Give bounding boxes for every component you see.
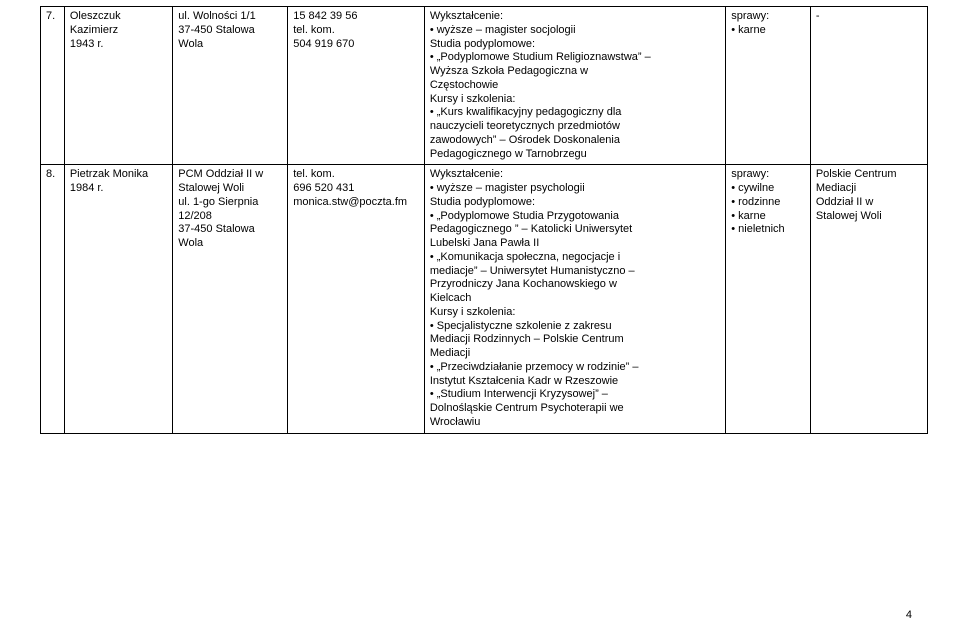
last-line: Oddział II w <box>816 196 922 210</box>
tel-line: 504 919 670 <box>293 38 419 52</box>
table-row: 7. Oleszczuk Kazimierz 1943 r. ul. Wolno… <box>41 7 928 165</box>
name-line: Oleszczuk <box>70 10 167 24</box>
info-heading: Wykształcenie: <box>430 10 720 24</box>
page-number: 4 <box>906 609 912 621</box>
row-number: 8. <box>46 168 59 182</box>
address-line: 12/208 <box>178 210 282 224</box>
info-bullet: • „Podyplomowe Studia Przygotowania <box>430 210 720 224</box>
address-line: ul. 1-go Sierpnia <box>178 196 282 210</box>
info-heading: Kursy i szkolenia: <box>430 306 720 320</box>
info-line: Instytut Kształcenia Kadr w Rzeszowie <box>430 375 720 389</box>
info-line: Wyższa Szkoła Pedagogiczna w <box>430 65 720 79</box>
sprawy-heading: sprawy: <box>731 168 805 182</box>
address-line: Wola <box>178 38 282 52</box>
name-line: 1984 r. <box>70 182 167 196</box>
info-heading: Studia podyplomowe: <box>430 196 720 210</box>
name-line: Pietrzak Monika <box>70 168 167 182</box>
sprawy-bullet: • nieletnich <box>731 223 805 237</box>
cell-address: ul. Wolności 1/1 37-450 Stalowa Wola <box>173 7 288 165</box>
info-bullet: • „Podyplomowe Studium Religioznawstwa” … <box>430 51 720 65</box>
address-line: Wola <box>178 237 282 251</box>
cell-tel: 15 842 39 56 tel. kom. 504 919 670 <box>288 7 425 165</box>
data-table: 7. Oleszczuk Kazimierz 1943 r. ul. Wolno… <box>40 6 928 434</box>
cell-last: - <box>810 7 927 165</box>
info-line: Dolnośląskie Centrum Psychoterapii we <box>430 402 720 416</box>
tel-line: monica.stw@poczta.fm <box>293 196 419 210</box>
sprawy-bullet: • karne <box>731 210 805 224</box>
last-line: - <box>816 10 922 24</box>
info-line: Kielcach <box>430 292 720 306</box>
address-line: ul. Wolności 1/1 <box>178 10 282 24</box>
sprawy-bullet: • cywilne <box>731 182 805 196</box>
cell-sprawy: sprawy: • cywilne • rodzinne • karne • n… <box>726 165 811 433</box>
tel-line: 696 520 431 <box>293 182 419 196</box>
cell-name: Pietrzak Monika 1984 r. <box>64 165 172 433</box>
info-line: Pedagogicznego ” – Katolicki Uniwersytet <box>430 223 720 237</box>
tel-line: tel. kom. <box>293 24 419 38</box>
info-line: Wrocławiu <box>430 416 720 430</box>
info-heading: Studia podyplomowe: <box>430 38 720 52</box>
address-line: Stalowej Woli <box>178 182 282 196</box>
info-heading: Kursy i szkolenia: <box>430 93 720 107</box>
row-number: 7. <box>46 10 59 24</box>
address-line: 37-450 Stalowa <box>178 223 282 237</box>
cell-tel: tel. kom. 696 520 431 monica.stw@poczta.… <box>288 165 425 433</box>
info-line: Częstochowie <box>430 79 720 93</box>
info-bullet: • wyższe – magister socjologii <box>430 24 720 38</box>
cell-address: PCM Oddział II w Stalowej Woli ul. 1-go … <box>173 165 288 433</box>
info-line: Mediacji Rodzinnych – Polskie Centrum <box>430 333 720 347</box>
tel-line: tel. kom. <box>293 168 419 182</box>
sprawy-heading: sprawy: <box>731 10 805 24</box>
info-line: Lubelski Jana Pawła II <box>430 237 720 251</box>
info-line: nauczycieli teoretycznych przedmiotów <box>430 120 720 134</box>
info-bullet: • „Komunikacja społeczna, negocjacje i <box>430 251 720 265</box>
last-line: Polskie Centrum <box>816 168 922 182</box>
name-line: Kazimierz <box>70 24 167 38</box>
info-heading: Wykształcenie: <box>430 168 720 182</box>
sprawy-bullet: • karne <box>731 24 805 38</box>
last-line: Mediacji <box>816 182 922 196</box>
info-line: Przyrodniczy Jana Kochanowskiego w <box>430 278 720 292</box>
cell-name: Oleszczuk Kazimierz 1943 r. <box>64 7 172 165</box>
address-line: 37-450 Stalowa <box>178 24 282 38</box>
info-line: mediacje” – Uniwersytet Humanistyczno – <box>430 265 720 279</box>
cell-num: 8. <box>41 165 65 433</box>
cell-num: 7. <box>41 7 65 165</box>
info-bullet: • Specjalistyczne szkolenie z zakresu <box>430 320 720 334</box>
cell-last: Polskie Centrum Mediacji Oddział II w St… <box>810 165 927 433</box>
name-line: 1943 r. <box>70 38 167 52</box>
info-bullet: • „Przeciwdziałanie przemocy w rodzinie”… <box>430 361 720 375</box>
info-line: Pedagogicznego w Tarnobrzegu <box>430 148 720 162</box>
sprawy-bullet: • rodzinne <box>731 196 805 210</box>
info-bullet: • „Studium Interwencji Kryzysowej” – <box>430 388 720 402</box>
table-row: 8. Pietrzak Monika 1984 r. PCM Oddział I… <box>41 165 928 433</box>
info-line: Mediacji <box>430 347 720 361</box>
info-bullet: • „Kurs kwalifikacyjny pedagogiczny dla <box>430 106 720 120</box>
cell-sprawy: sprawy: • karne <box>726 7 811 165</box>
address-line: PCM Oddział II w <box>178 168 282 182</box>
info-bullet: • wyższe – magister psychologii <box>430 182 720 196</box>
page: 7. Oleszczuk Kazimierz 1943 r. ul. Wolno… <box>0 0 960 631</box>
cell-info: Wykształcenie: • wyższe – magister psych… <box>424 165 725 433</box>
last-line: Stalowej Woli <box>816 210 922 224</box>
cell-info: Wykształcenie: • wyższe – magister socjo… <box>424 7 725 165</box>
info-line: zawodowych” – Ośrodek Doskonalenia <box>430 134 720 148</box>
tel-line: 15 842 39 56 <box>293 10 419 24</box>
